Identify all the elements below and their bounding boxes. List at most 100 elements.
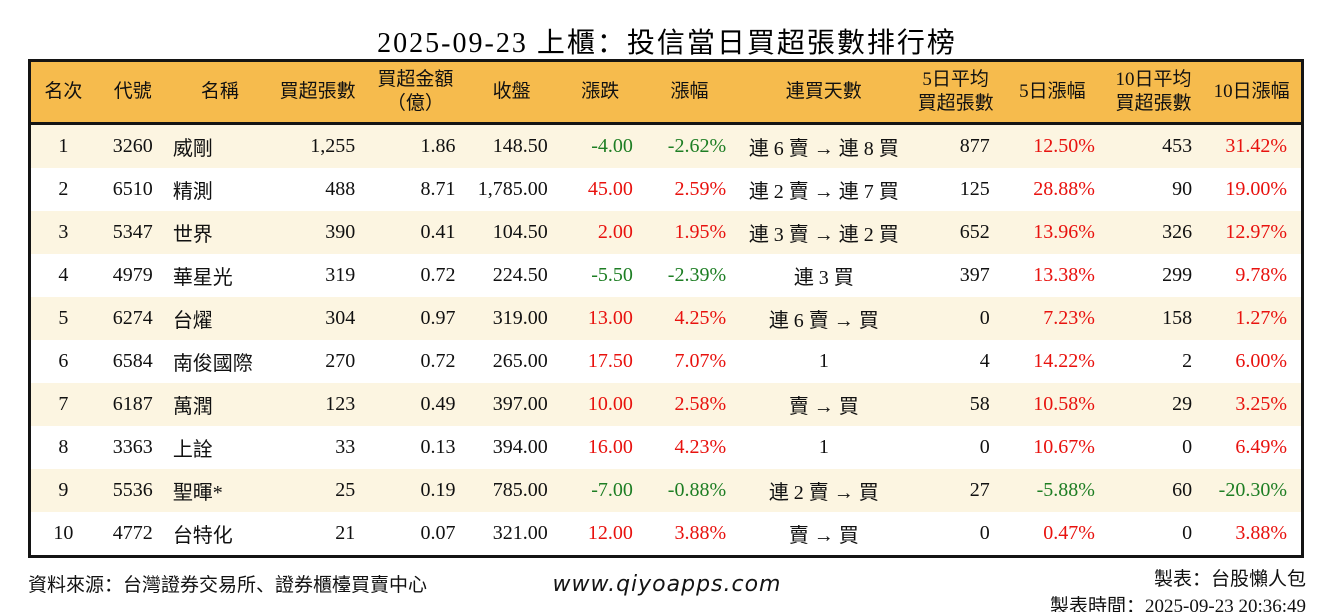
cell-rank: 9 <box>58 479 69 501</box>
cell-pct5: 12.50% <box>1033 135 1095 157</box>
cell-avg5: 58 <box>969 393 990 415</box>
cell-volume: 304 <box>325 307 356 329</box>
cell-code: 6187 <box>112 393 153 415</box>
table-row: 10 4772 台特化 21 0.07 321.00 12.00 3.88% 賣… <box>29 512 1303 557</box>
cell-avg10: 0 <box>1182 522 1193 544</box>
cell-close: 321.00 <box>492 522 548 544</box>
col-header-avg10: 10日平均 買超張數 <box>1104 60 1203 125</box>
cell-streak: 連 2 賣 → 連 7 買 <box>748 181 899 203</box>
cell-volume: 21 <box>335 522 356 544</box>
cell-streak: 連 6 賣 → 買 <box>768 310 879 332</box>
table-row: 9 5536 聖暉* 25 0.19 785.00 -7.00 -0.88% 連… <box>29 469 1303 512</box>
footer-credits: 製表：台股懶人包 製表時間：2025-09-23 20:36:49 <box>782 566 1307 612</box>
cell-amount: 1.86 <box>420 135 456 157</box>
cell-code: 6274 <box>112 307 153 329</box>
cell-name: 聖暉* <box>172 482 223 504</box>
cell-streak: 連 3 賣 → 連 2 買 <box>748 224 899 246</box>
cell-pct5: 13.96% <box>1033 221 1095 243</box>
cell-rank: 10 <box>53 522 74 544</box>
cell-pct10: 6.49% <box>1235 436 1287 458</box>
cell-change: 13.00 <box>587 307 633 329</box>
cell-name: 華星光 <box>172 267 233 289</box>
cell-change-pct: 4.25% <box>674 307 727 329</box>
cell-avg10: 158 <box>1162 307 1193 329</box>
cell-streak: 連 2 賣 → 買 <box>768 482 879 504</box>
cell-amount: 0.49 <box>420 393 456 415</box>
col-header-change: 漲跌 <box>557 60 643 125</box>
site-watermark: www.qiyoapps.com <box>552 572 782 597</box>
cell-close: 104.50 <box>492 221 548 243</box>
cell-code: 4979 <box>112 264 153 286</box>
cell-streak: 連 3 買 <box>793 267 854 289</box>
cell-volume: 1,255 <box>310 135 356 157</box>
col-header-amount: 買超金額 （億） <box>365 60 466 125</box>
cell-avg10: 29 <box>1172 393 1193 415</box>
cell-pct10: 9.78% <box>1235 264 1287 286</box>
col-header-name: 名稱 <box>169 60 271 125</box>
cell-pct5: 13.38% <box>1033 264 1095 286</box>
cell-name: 上詮 <box>172 439 213 461</box>
col-header-streak: 連買天數 <box>736 60 912 125</box>
cell-close: 397.00 <box>492 393 548 415</box>
cell-streak: 連 6 賣 → 連 8 買 <box>748 138 899 160</box>
cell-code: 3260 <box>112 135 153 157</box>
table-header: 名次 代號 名稱 買超張數 買超金額 （億） 收盤 漲跌 漲幅 連買天數 5日平均… <box>29 60 1303 125</box>
cell-code: 5536 <box>112 479 153 501</box>
cell-change: -4.00 <box>591 135 633 157</box>
cell-rank: 8 <box>58 436 69 458</box>
cell-streak: 1 <box>818 436 829 458</box>
cell-code: 6584 <box>112 350 153 372</box>
cell-pct5: -5.88% <box>1036 479 1095 501</box>
data-source-note: 資料來源：台灣證券交易所、證券櫃檯買賣中心 <box>28 575 428 596</box>
cell-change: 17.50 <box>587 350 633 372</box>
cell-name: 萬潤 <box>172 396 213 418</box>
cell-code: 4772 <box>112 522 153 544</box>
cell-close: 148.50 <box>492 135 548 157</box>
cell-name: 精測 <box>172 181 213 203</box>
table-row: 6 6584 南俊國際 270 0.72 265.00 17.50 7.07% … <box>29 340 1303 383</box>
cell-pct10: 3.25% <box>1235 393 1287 415</box>
cell-amount: 0.41 <box>420 221 456 243</box>
cell-pct5: 28.88% <box>1033 178 1095 200</box>
cell-avg5: 27 <box>969 479 990 501</box>
cell-close: 785.00 <box>492 479 548 501</box>
cell-amount: 0.19 <box>420 479 456 501</box>
cell-rank: 4 <box>58 264 69 286</box>
cell-name: 世界 <box>172 224 213 246</box>
cell-close: 224.50 <box>492 264 548 286</box>
cell-close: 1,785.00 <box>477 178 548 200</box>
cell-change-pct: 7.07% <box>674 350 727 372</box>
cell-pct5: 0.47% <box>1043 522 1095 544</box>
cell-avg5: 0 <box>979 522 990 544</box>
col-header-rank: 名次 <box>29 60 96 125</box>
cell-amount: 0.97 <box>420 307 456 329</box>
cell-avg10: 2 <box>1182 350 1193 372</box>
cell-rank: 1 <box>58 135 69 157</box>
cell-change-pct: -2.39% <box>667 264 727 286</box>
cell-rank: 3 <box>58 221 69 243</box>
table-row: 5 6274 台燿 304 0.97 319.00 13.00 4.25% 連 … <box>29 297 1303 340</box>
col-header-code: 代號 <box>95 60 170 125</box>
cell-rank: 5 <box>58 307 69 329</box>
col-header-avg5: 5日平均 買超張數 <box>911 60 1000 125</box>
cell-volume: 488 <box>325 178 356 200</box>
cell-change: 2.00 <box>597 221 633 243</box>
table-row: 8 3363 上詮 33 0.13 394.00 16.00 4.23% 1 0… <box>29 426 1303 469</box>
cell-close: 265.00 <box>492 350 548 372</box>
cell-volume: 33 <box>335 436 356 458</box>
cell-volume: 123 <box>325 393 356 415</box>
cell-avg10: 453 <box>1162 135 1193 157</box>
cell-name: 台特化 <box>172 525 233 547</box>
cell-pct5: 7.23% <box>1043 307 1095 329</box>
cell-avg5: 0 <box>979 307 990 329</box>
cell-amount: 8.71 <box>420 178 456 200</box>
cell-amount: 0.72 <box>420 350 456 372</box>
cell-amount: 0.72 <box>420 264 456 286</box>
cell-pct10: 12.97% <box>1225 221 1287 243</box>
cell-change: 45.00 <box>587 178 633 200</box>
col-header-pct10: 10日漲幅 <box>1202 60 1303 125</box>
table-author: 製表：台股懶人包 <box>1154 569 1307 590</box>
cell-avg10: 326 <box>1162 221 1193 243</box>
cell-avg5: 877 <box>959 135 990 157</box>
cell-avg5: 652 <box>959 221 990 243</box>
